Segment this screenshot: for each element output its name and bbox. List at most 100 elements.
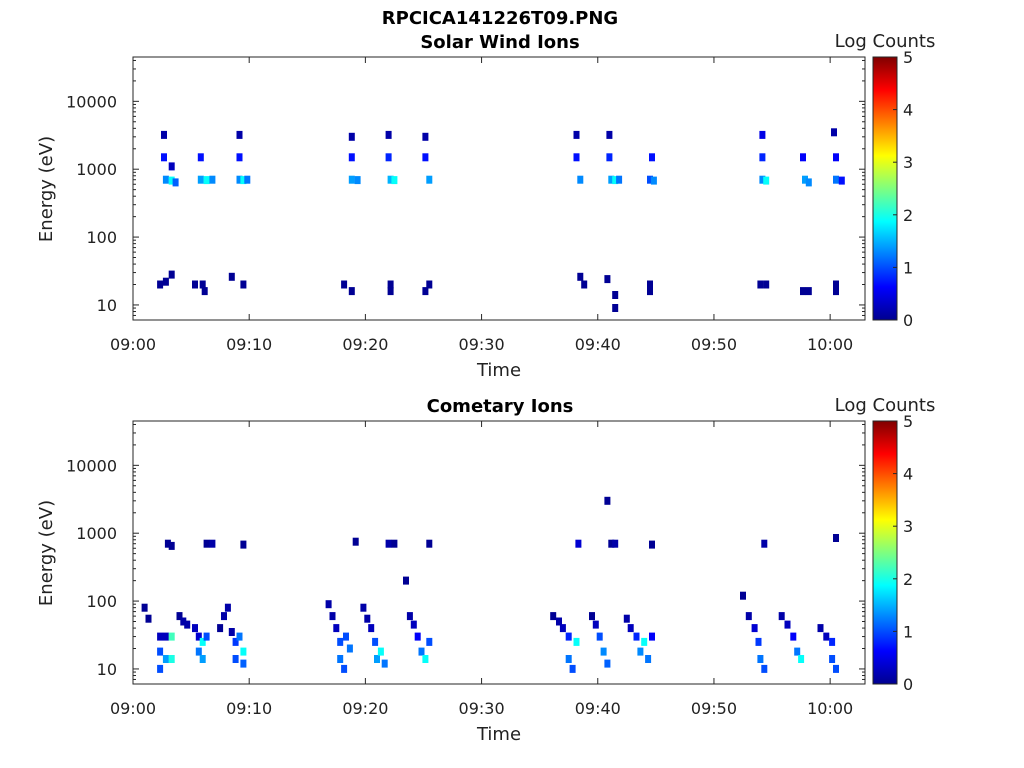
solar-wind-ions-heatmap-cell <box>650 176 657 185</box>
cometary-ions-heatmap-cell <box>403 576 409 585</box>
solar-wind-ions-heatmap-cell <box>649 153 655 162</box>
solar-wind-ions-x-tick-label: 09:20 <box>342 335 388 354</box>
cometary-ions-heatmap-cell <box>757 655 764 663</box>
solar-wind-ions-heatmap-cell <box>162 277 169 286</box>
cometary-ions-x-tick-label: 09:10 <box>226 699 272 718</box>
cometary-ions-heatmap-cell <box>224 603 231 612</box>
cometary-ions-heatmap <box>141 496 839 673</box>
solar-wind-ions-y-tick-label: 10000 <box>66 92 117 111</box>
cometary-ions-heatmap-cell <box>414 632 421 641</box>
solar-wind-ions-heatmap-cell <box>161 153 167 162</box>
cometary-ions-heatmap-cell <box>755 637 762 646</box>
solar-wind-ions-colorbar-tick-label: 2 <box>903 206 913 225</box>
solar-wind-ions-heatmap-cell <box>161 130 167 139</box>
solar-wind-ions-x-tick-label: 09:30 <box>459 335 505 354</box>
cometary-ions-heatmap-cell <box>645 655 652 663</box>
solar-wind-ions-y-tick-label: 1000 <box>76 160 117 179</box>
cometary-ions-heatmap-cell <box>377 647 384 656</box>
solar-wind-ions-heatmap-cell <box>426 280 433 289</box>
solar-wind-ions-x-tick-label: 10:00 <box>807 335 853 354</box>
cometary-ions-x-tick-label: 09:30 <box>459 699 505 718</box>
solar-wind-ions-title: Solar Wind Ions <box>420 32 579 53</box>
solar-wind-ions-heatmap-cell <box>805 178 812 187</box>
cometary-ions-heatmap-cell <box>157 647 164 656</box>
cometary-ions-heatmap-cell <box>228 628 235 636</box>
solar-wind-ions-heatmap-cell <box>240 176 247 185</box>
cometary-ions-heatmap-cell <box>329 612 336 621</box>
cometary-ions-heatmap-cell <box>162 655 169 663</box>
solar-wind-ions-y-axis: 10 100 1000 10000 <box>66 59 865 321</box>
cometary-ions-heatmap-cell <box>217 624 224 633</box>
cometary-ions-heatmap-cell <box>337 655 344 663</box>
solar-wind-ions-colorbar-label: Log Counts <box>835 31 936 52</box>
cometary-ions-plot-area <box>132 420 866 685</box>
solar-wind-ions-heatmap-cell <box>612 291 619 299</box>
cometary-ions-heatmap-cell <box>162 632 169 641</box>
cometary-ions-heatmap-cell <box>422 655 429 663</box>
solar-wind-ions-heatmap-cell <box>348 175 355 184</box>
cometary-ions-heatmap-cell <box>168 541 175 550</box>
cometary-ions-y-tick-label: 10000 <box>66 456 117 475</box>
cometary-ions-heatmap-cell <box>325 600 332 609</box>
solar-wind-ions-x-tick-label: 09:10 <box>226 335 272 354</box>
cometary-ions-heatmap-cell <box>556 617 562 626</box>
solar-wind-ions-heatmap-cell <box>581 280 588 289</box>
cometary-ions-heatmap-cell <box>199 655 206 663</box>
solar-wind-ions-x-tick-label: 09:50 <box>691 335 737 354</box>
solar-wind-ions-heatmap-cell <box>236 130 243 139</box>
solar-wind-ions-heatmap-cell <box>354 176 361 185</box>
solar-wind-ions-heatmap-cell <box>573 153 580 162</box>
cometary-ions-heatmap-cell <box>745 612 752 621</box>
cometary-ions-x-tick-label: 09:00 <box>110 699 156 718</box>
cometary-ions-heatmap-cell <box>649 540 655 549</box>
cometary-ions-heatmap-cell <box>418 647 425 656</box>
cometary-ions-heatmap-cell <box>592 620 599 629</box>
cometary-ions-heatmap-cell <box>203 539 210 548</box>
solar-wind-ions-y-label: Energy (eV) <box>36 136 57 242</box>
solar-wind-ions-heatmap-cell <box>612 304 619 312</box>
cometary-ions-colorbar-label: Log Counts <box>835 395 936 416</box>
solar-wind-ions-x-tick-label: 09:40 <box>575 335 621 354</box>
solar-wind-ions-x-axis: 09:00 09:10 09:20 09:30 09:40 09:50 10:00 <box>110 57 853 354</box>
solar-wind-ions-heatmap-cell <box>759 175 766 184</box>
solar-wind-ions-heatmap-cell <box>236 175 243 184</box>
solar-wind-ions-heatmap-cell <box>197 153 204 162</box>
cometary-ions-heatmap-cell <box>341 664 348 673</box>
solar-wind-ions-heatmap-cell <box>577 272 584 281</box>
solar-wind-ions-colorbar-tick-label: 4 <box>903 101 913 120</box>
solar-wind-ions-heatmap-cell <box>197 175 204 184</box>
cometary-ions-heatmap-cell <box>157 664 164 673</box>
cometary-ions-heatmap-cell <box>333 624 340 633</box>
cometary-ions-heatmap-cell <box>368 624 375 633</box>
cometary-ions-heatmap-cell <box>240 647 247 656</box>
solar-wind-ions-heatmap-cell <box>612 176 619 185</box>
cometary-ions-y-label: Energy (eV) <box>36 500 57 606</box>
solar-wind-ions-heatmap-cell <box>577 175 584 184</box>
solar-wind-ions-heatmap-cell <box>759 153 766 162</box>
solar-wind-ions-heatmap-cell <box>203 176 210 185</box>
cometary-ions-heatmap-cell <box>232 637 239 646</box>
solar-wind-ions-colorbar-tick-label: 0 <box>903 311 913 330</box>
solar-wind-ions-heatmap-cell <box>604 275 611 284</box>
solar-wind-ions-heatmap-cell <box>606 130 613 139</box>
cometary-ions-heatmap-cell <box>168 632 175 641</box>
solar-wind-ions-plot-area <box>132 56 866 321</box>
solar-wind-ions-heatmap-cell <box>833 153 839 162</box>
solar-wind-ions-heatmap-cell <box>385 153 392 162</box>
cometary-ions-colorbar-tick-label: 4 <box>903 465 913 484</box>
solar-wind-ions-heatmap-cell <box>833 175 839 184</box>
cometary-ions-heatmap-cell <box>221 612 227 621</box>
cometary-ions-heatmap-cell <box>164 539 171 548</box>
solar-wind-ions-colorbar <box>872 56 898 321</box>
cometary-ions-heatmap-cell <box>385 539 392 548</box>
solar-wind-ions-heatmap-cell <box>800 153 806 162</box>
cometary-ions-heatmap-cell <box>817 624 824 633</box>
cometary-ions-title: Cometary Ions <box>427 396 574 417</box>
cometary-ions-heatmap-cell <box>364 614 371 623</box>
cometary-ions-y-tick-label: 10 <box>97 660 117 679</box>
cometary-ions-heatmap-cell <box>406 612 413 621</box>
cometary-ions-heatmap-cell <box>360 603 367 612</box>
solar-wind-ions-heatmap-cell <box>647 287 653 296</box>
cometary-ions-heatmap-cell <box>203 632 210 641</box>
cometary-ions-colorbar-tick-label: 5 <box>903 412 913 431</box>
